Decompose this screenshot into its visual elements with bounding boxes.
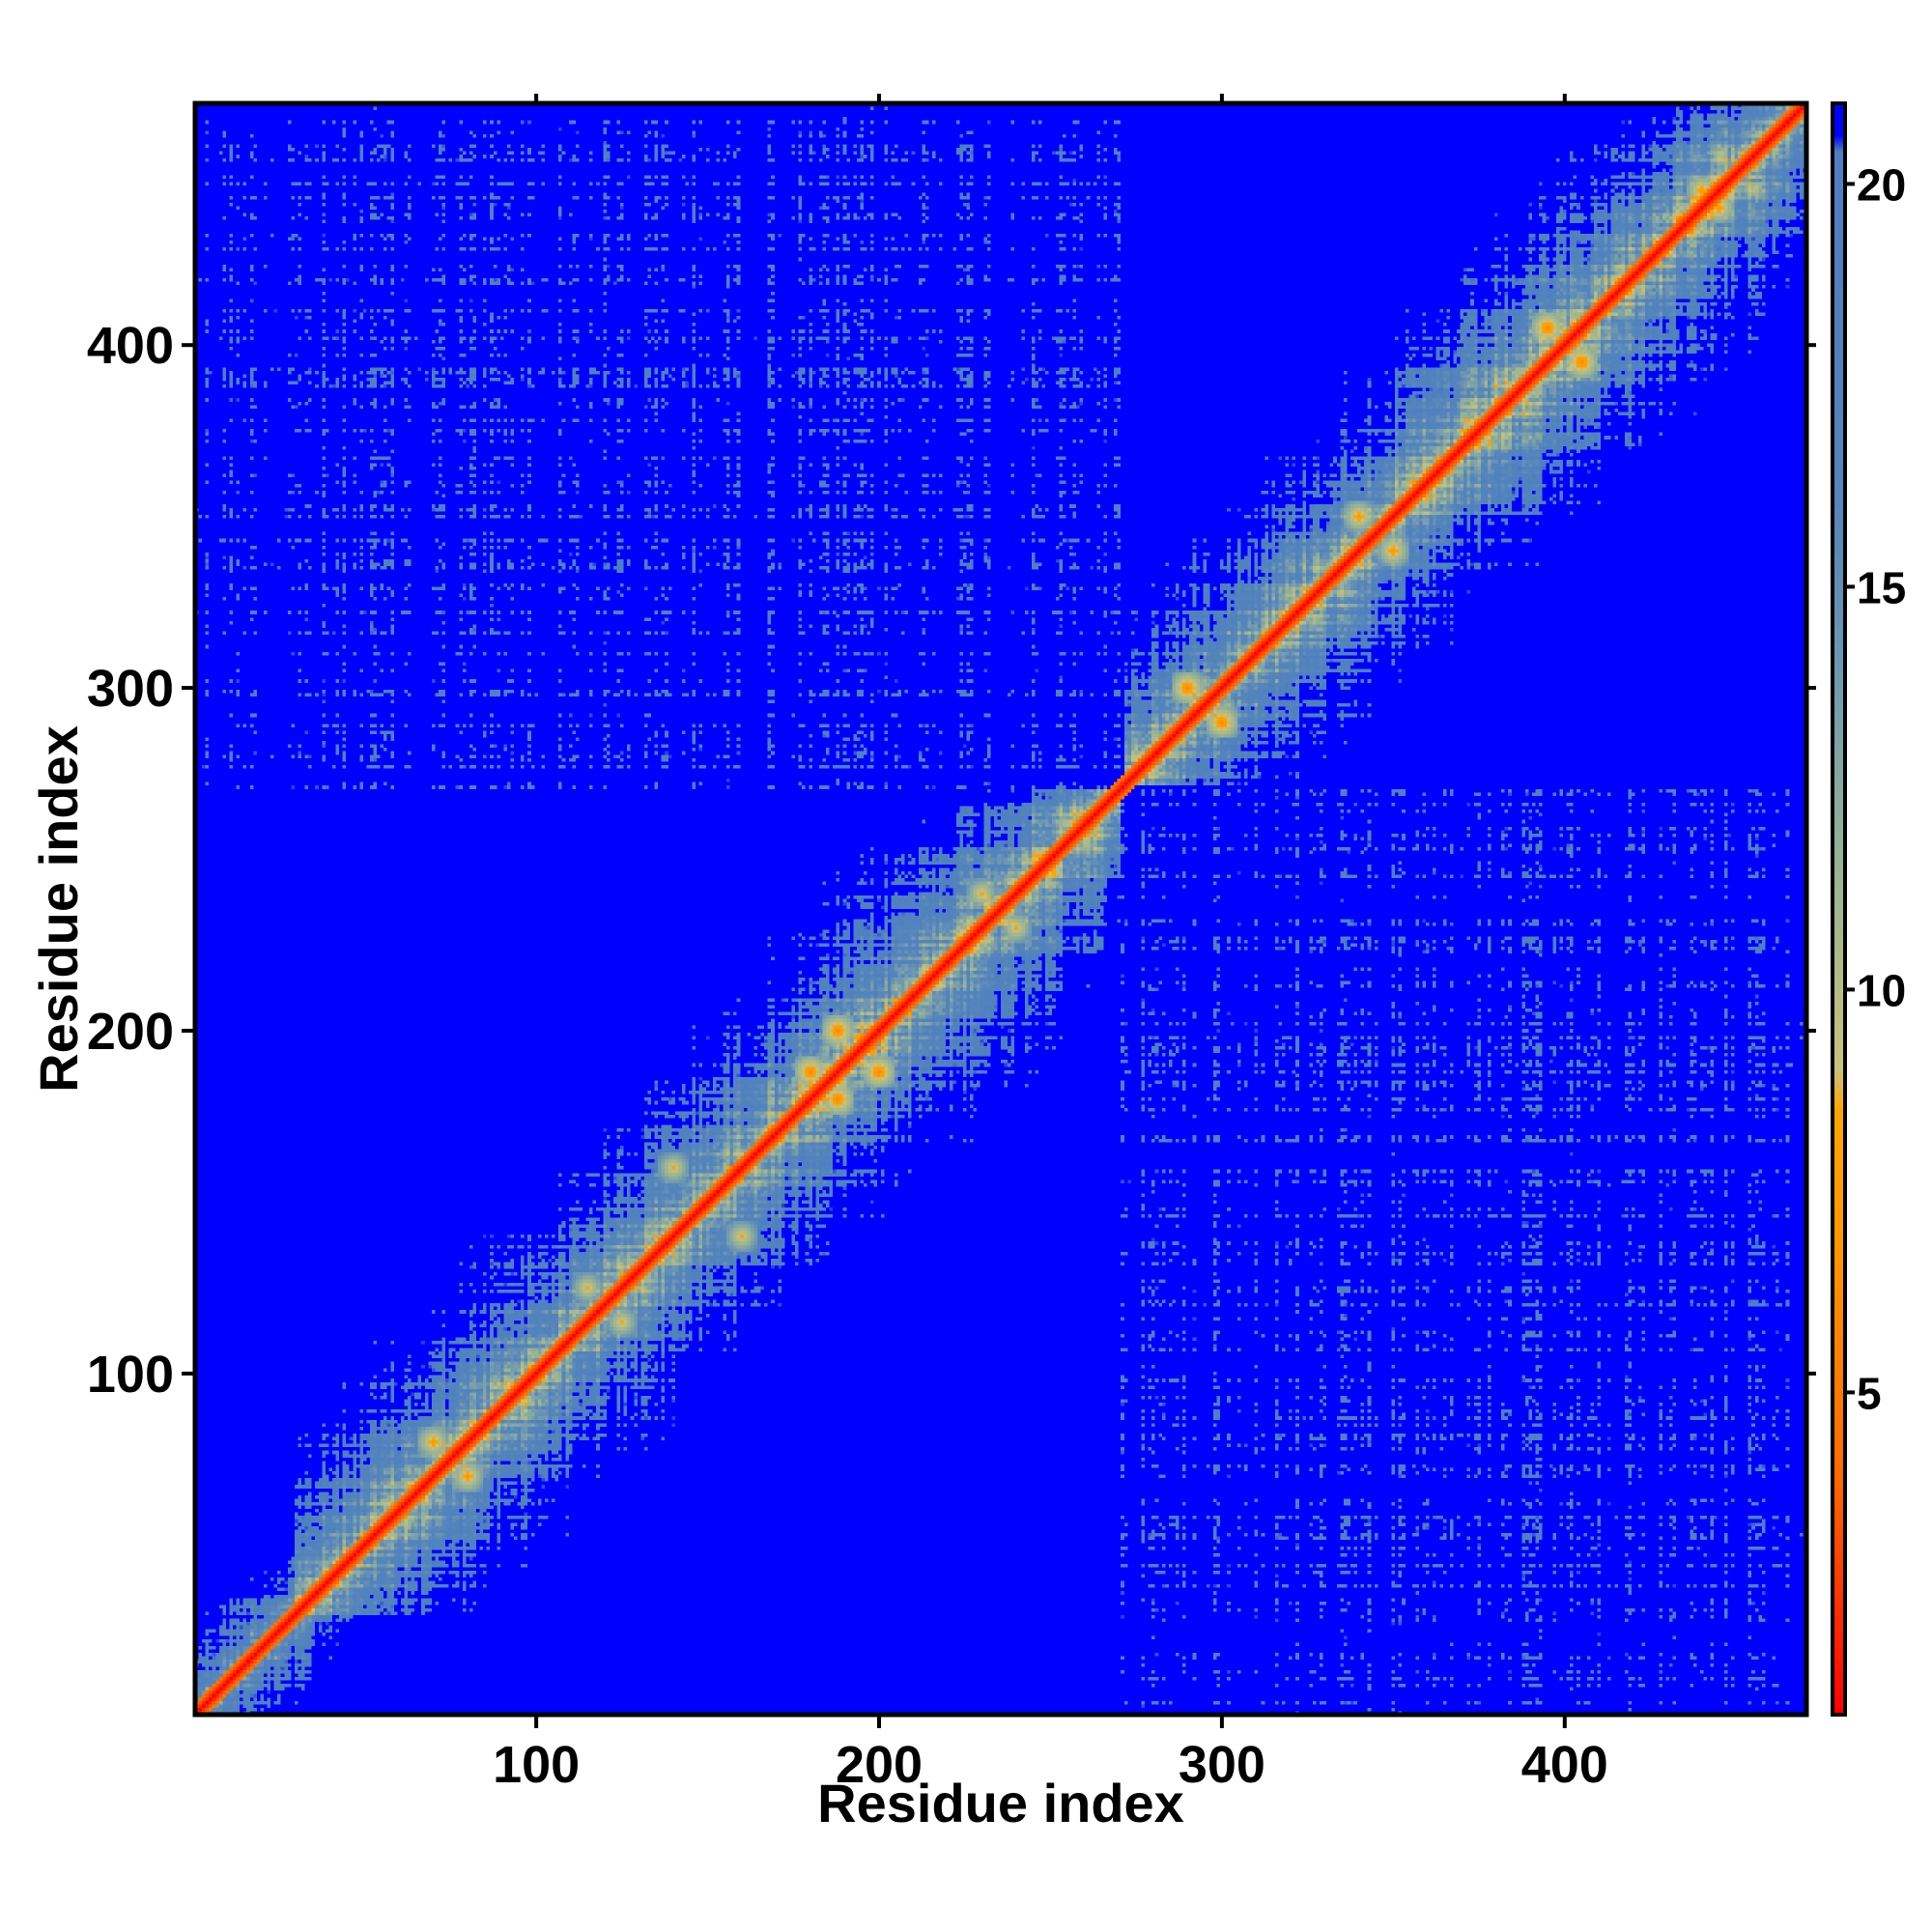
y-axis-label: Residue index — [28, 725, 89, 1093]
colorbar-tick-label: 5 — [1857, 1368, 1882, 1418]
x-tick-label: 300 — [1179, 1736, 1265, 1794]
x-tick-label: 200 — [836, 1736, 923, 1794]
colorbar-bar — [1831, 101, 1847, 1717]
x-axis-label: Residue index — [817, 1773, 1184, 1833]
y-tick-label: 200 — [87, 1003, 174, 1061]
x-tick-label: 100 — [493, 1736, 580, 1794]
colorbar-tick-label: 15 — [1857, 562, 1906, 612]
y-tick-label: 300 — [87, 660, 174, 718]
colorbar-tick-label: 20 — [1857, 159, 1906, 210]
x-tick-label: 400 — [1521, 1736, 1608, 1794]
heatmap-layer — [195, 103, 1806, 1715]
colorbar-tick-label: 10 — [1857, 965, 1906, 1015]
colorbar: 5 10 15 20 — [1831, 101, 1906, 1717]
y-tick-label: 400 — [87, 317, 174, 375]
y-tick-label: 100 — [87, 1346, 174, 1404]
axis-layer: 100 200 300 400 100 200 300 400 — [87, 94, 1816, 1794]
contact-map-cells — [195, 103, 1806, 1715]
plot-frame — [192, 100, 1809, 1718]
